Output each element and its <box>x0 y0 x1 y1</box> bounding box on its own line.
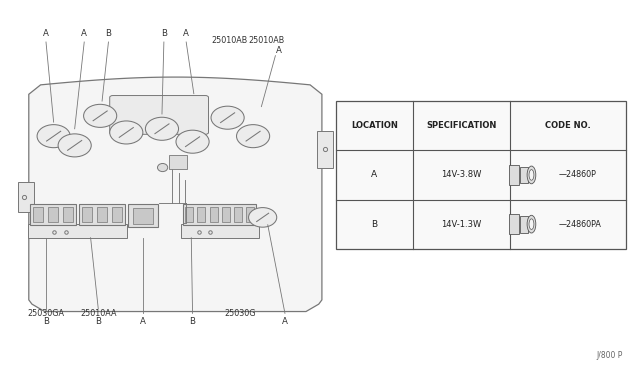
Text: A: A <box>43 29 49 38</box>
Bar <box>79 205 125 225</box>
Ellipse shape <box>529 219 534 230</box>
Text: 25030G: 25030G <box>225 309 256 318</box>
Bar <box>209 207 218 222</box>
Bar <box>185 207 193 222</box>
FancyBboxPatch shape <box>109 96 209 134</box>
Text: 25030GA: 25030GA <box>28 309 65 318</box>
Bar <box>520 167 528 183</box>
Bar <box>33 207 43 222</box>
Bar <box>113 207 122 222</box>
Bar <box>509 214 519 234</box>
Text: A: A <box>276 46 282 55</box>
Text: —24860PA: —24860PA <box>559 219 602 229</box>
Text: SPECIFICATION: SPECIFICATION <box>426 121 497 130</box>
Text: LOCATION: LOCATION <box>351 121 398 130</box>
Ellipse shape <box>529 170 534 180</box>
Text: 14V-3.8W: 14V-3.8W <box>441 170 481 179</box>
Bar <box>520 216 528 232</box>
Bar <box>63 207 73 222</box>
Ellipse shape <box>237 125 269 148</box>
Text: J/800 P: J/800 P <box>596 350 623 359</box>
Text: B: B <box>95 317 101 326</box>
Text: 25010AB: 25010AB <box>212 36 248 45</box>
Text: B: B <box>106 29 111 38</box>
Bar <box>48 207 58 222</box>
Polygon shape <box>29 77 322 311</box>
Bar <box>336 101 626 249</box>
Bar <box>246 207 254 222</box>
Text: 25010AA: 25010AA <box>80 309 116 318</box>
Bar <box>181 224 259 238</box>
Text: A: A <box>183 29 189 38</box>
Ellipse shape <box>84 104 116 127</box>
Bar <box>169 155 187 169</box>
Bar <box>30 205 76 225</box>
Ellipse shape <box>527 215 536 233</box>
Ellipse shape <box>176 130 209 153</box>
Bar <box>133 208 153 224</box>
Bar <box>509 165 519 185</box>
Ellipse shape <box>58 134 92 157</box>
Text: B: B <box>371 219 378 229</box>
Text: A: A <box>371 170 378 179</box>
Ellipse shape <box>109 121 143 144</box>
Text: A: A <box>81 29 87 38</box>
Text: B: B <box>43 317 49 326</box>
Ellipse shape <box>248 208 276 227</box>
Bar <box>127 205 158 227</box>
Ellipse shape <box>527 166 536 184</box>
Bar <box>82 207 92 222</box>
Text: B: B <box>189 317 196 326</box>
Text: A: A <box>140 317 146 326</box>
Ellipse shape <box>37 125 70 148</box>
Bar <box>197 207 205 222</box>
Bar <box>18 182 34 212</box>
Text: 14V-1.3W: 14V-1.3W <box>441 219 481 229</box>
Text: CODE NO.: CODE NO. <box>545 121 591 130</box>
Text: B: B <box>161 29 167 38</box>
Text: A: A <box>282 317 288 326</box>
Text: 25010AB: 25010AB <box>248 36 285 45</box>
Bar <box>183 205 256 225</box>
Text: —24860P: —24860P <box>559 170 596 179</box>
Bar <box>28 224 127 238</box>
Bar <box>317 131 333 167</box>
Bar <box>222 207 230 222</box>
Ellipse shape <box>211 106 244 129</box>
Bar <box>234 207 242 222</box>
Bar <box>97 207 107 222</box>
Ellipse shape <box>145 117 179 140</box>
Ellipse shape <box>157 163 168 171</box>
